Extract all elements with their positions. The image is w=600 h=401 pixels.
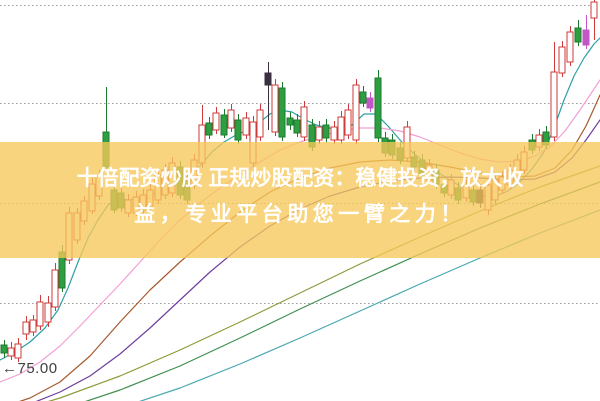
price-marker-label: ←75.00 [2,360,58,377]
candle-body [242,117,250,136]
candle-body [271,84,279,133]
candle-body [315,126,323,141]
candle-body [344,109,352,136]
candle-body [220,114,228,136]
candle-body [44,302,52,323]
candle-body [234,119,242,141]
candle-body [374,77,382,139]
candle-body [286,117,294,126]
candle-body [293,119,301,134]
candle-body [566,31,574,63]
promo-banner-line2: 益，专业平台助您一臂之力！ [134,203,466,226]
candle-body [256,109,264,138]
candle-body [300,106,308,138]
candle-body [352,84,360,141]
candle-body [359,91,367,104]
candle-body [51,269,59,308]
candle-body [205,122,213,136]
candle-body [550,71,558,138]
candle-body [7,347,15,357]
promo-banner-line1: 十倍配资炒股 正规炒股配资：稳健投资，放大收 [76,167,524,190]
candle-body [14,343,22,359]
candle-body [574,27,582,43]
candle-body [36,301,44,327]
candle-body [22,321,30,335]
candle-body [330,126,338,141]
candle-body [0,344,8,354]
candle-body [366,97,374,109]
candle-body [558,46,566,74]
promo-banner[interactable]: 十倍配资炒股 正规炒股配资：稳健投资，放大收 益，专业平台助您一臂之力！ [0,142,600,258]
candle-body [278,87,286,138]
candle-body [227,109,235,129]
candle-body [212,112,220,131]
candle-body [322,124,330,139]
candle-body [590,1,598,19]
candle-body [29,319,37,333]
candle-body [264,72,272,86]
candle-body [337,116,345,141]
candle-body [582,29,590,46]
